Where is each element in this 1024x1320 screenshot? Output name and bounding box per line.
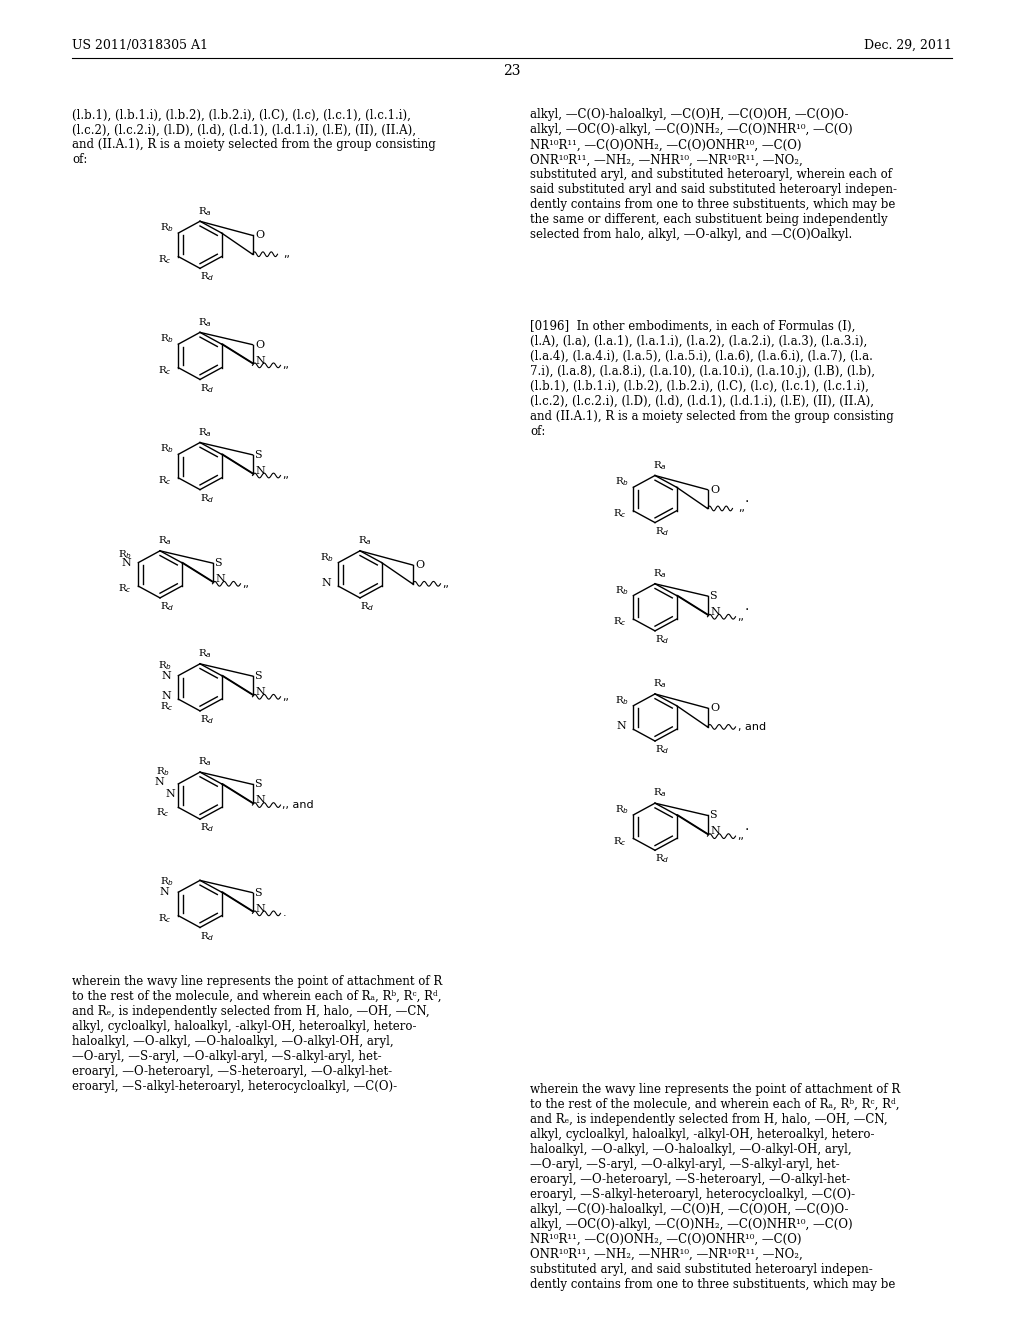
Text: ,,: ,, [284,249,291,259]
Text: S: S [710,591,717,601]
Text: R$_a$: R$_a$ [198,426,212,438]
Text: N: N [711,607,720,616]
Text: [0196]  In other embodiments, in each of Formulas (I),
(l.A), (l.a), (l.a.1), (l: [0196] In other embodiments, in each of … [530,321,894,438]
Text: S: S [255,671,262,681]
Text: ,,: ,, [283,360,290,370]
Text: S: S [255,887,262,898]
Text: N: N [162,671,171,681]
Text: R$_a$: R$_a$ [158,535,172,546]
Text: R$_a$: R$_a$ [198,205,212,218]
Text: O: O [416,560,425,570]
Text: N: N [215,574,225,583]
Text: R$_c$: R$_c$ [157,805,170,818]
Text: O: O [711,484,720,495]
Text: R$_a$: R$_a$ [653,459,667,471]
Text: R$_b$: R$_b$ [615,475,630,488]
Text: , and: , and [737,722,766,731]
Text: R$_a$: R$_a$ [358,535,372,546]
Text: N: N [256,355,265,366]
Text: alkyl, —C(O)-haloalkyl, —C(O)H, —C(O)OH, —C(O)O-
alkyl, —OC(O)-alkyl, —C(O)NH₂, : alkyl, —C(O)-haloalkyl, —C(O)H, —C(O)OH,… [530,108,897,242]
Text: 23: 23 [503,65,521,78]
Text: R$_c$: R$_c$ [119,582,132,595]
Text: R$_d$: R$_d$ [200,271,215,284]
Text: N: N [322,578,331,589]
Text: R$_c$: R$_c$ [161,701,174,713]
Text: US 2011/0318305 A1: US 2011/0318305 A1 [72,40,208,51]
Text: ,,: ,, [738,503,745,513]
Text: R$_b$: R$_b$ [615,694,630,706]
Text: R$_b$: R$_b$ [321,550,335,564]
Text: R$_c$: R$_c$ [159,912,172,925]
Text: R$_d$: R$_d$ [655,634,670,645]
Text: .: . [745,818,750,833]
Text: S: S [255,779,262,789]
Text: O: O [256,339,264,350]
Text: R$_b$: R$_b$ [161,442,174,455]
Text: ,, and: ,, and [283,800,314,810]
Text: N: N [616,722,627,731]
Text: R$_d$: R$_d$ [655,853,670,866]
Text: R$_c$: R$_c$ [159,474,172,487]
Text: S: S [255,450,262,459]
Text: R$_d$: R$_d$ [200,929,215,942]
Text: R$_d$: R$_d$ [200,381,215,395]
Text: ,,: ,, [737,611,744,622]
Text: R$_a$: R$_a$ [198,647,212,660]
Text: R$_a$: R$_a$ [653,568,667,579]
Text: N: N [155,777,164,787]
Text: N: N [160,887,169,898]
Text: R$_d$: R$_d$ [360,601,375,612]
Text: R$_b$: R$_b$ [161,333,174,345]
Text: R$_d$: R$_d$ [160,601,174,612]
Text: .: . [283,908,286,919]
Text: R$_d$: R$_d$ [655,525,670,537]
Text: R$_b$: R$_b$ [161,875,174,888]
Text: Dec. 29, 2011: Dec. 29, 2011 [864,40,952,51]
Text: R$_a$: R$_a$ [198,755,212,768]
Text: O: O [256,231,264,240]
Text: .: . [745,599,750,614]
Text: wherein the wavy line represents the point of attachment of R
to the rest of the: wherein the wavy line represents the poi… [72,974,442,1093]
Text: R$_b$: R$_b$ [157,766,171,779]
Text: O: O [711,704,720,713]
Text: R$_d$: R$_d$ [200,492,215,504]
Text: R$_a$: R$_a$ [653,677,667,690]
Text: wherein the wavy line represents the point of attachment of R
to the rest of the: wherein the wavy line represents the poi… [530,1082,900,1291]
Text: R$_c$: R$_c$ [159,253,172,265]
Text: R$_a$: R$_a$ [198,315,212,329]
Text: ,,: ,, [442,578,450,589]
Text: N: N [256,688,265,697]
Text: R$_b$: R$_b$ [119,548,132,561]
Text: ,,: ,, [243,578,250,589]
Text: ,,: ,, [737,832,744,841]
Text: R$_d$: R$_d$ [200,713,215,726]
Text: ,,: ,, [283,470,290,480]
Text: R$_c$: R$_c$ [613,615,627,628]
Text: R$_c$: R$_c$ [613,507,627,520]
Text: S: S [214,558,222,568]
Text: N: N [122,557,131,568]
Text: R$_c$: R$_c$ [159,364,172,378]
Text: S: S [710,810,717,821]
Text: R$_b$: R$_b$ [615,803,630,816]
Text: R$_a$: R$_a$ [653,787,667,800]
Text: R$_b$: R$_b$ [615,583,630,597]
Text: N: N [256,466,265,475]
Text: N: N [256,904,265,913]
Text: .: . [745,491,750,504]
Text: R$_b$: R$_b$ [161,222,174,234]
Text: N: N [256,796,265,805]
Text: ,,: ,, [283,692,290,702]
Text: N: N [166,789,175,799]
Text: R$_b$: R$_b$ [159,659,172,672]
Text: R$_d$: R$_d$ [655,743,670,756]
Text: (l.b.1), (l.b.1.i), (l.b.2), (l.b.2.i), (l.C), (l.c), (l.c.1), (l.c.1.i),
(l.c.2: (l.b.1), (l.b.1.i), (l.b.2), (l.b.2.i), … [72,108,436,166]
Text: N: N [162,692,171,701]
Text: N: N [711,826,720,837]
Text: R$_c$: R$_c$ [613,836,627,847]
Text: R$_d$: R$_d$ [200,821,215,834]
